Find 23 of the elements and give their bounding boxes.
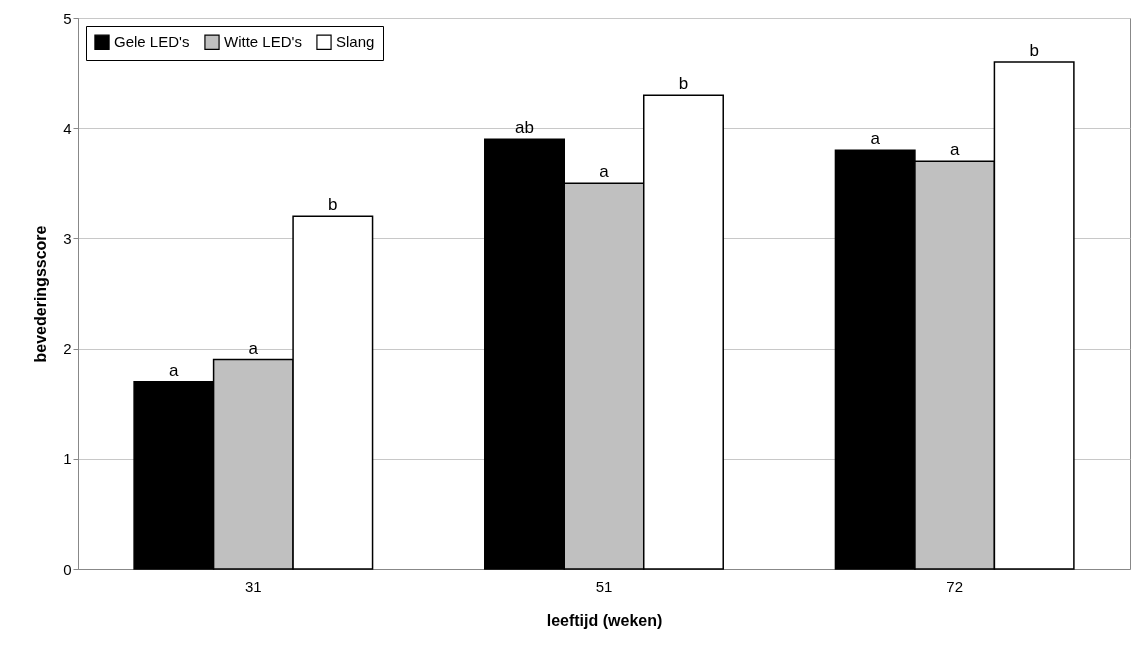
x-tick-label: 31 (244, 577, 262, 595)
data-label: a (949, 140, 960, 160)
y-tick-label: 5 (63, 9, 72, 27)
legend-label: Slang (336, 33, 375, 51)
data-label: a (169, 360, 180, 380)
legend-label: Gele LED's (114, 33, 190, 51)
data-label: b (328, 195, 338, 215)
data-label: ab (515, 118, 534, 138)
data-label: a (599, 162, 610, 182)
y-axis-title: bevederingsscore (32, 225, 50, 363)
x-tick-label: 51 (595, 577, 613, 595)
y-tick-label: 4 (63, 119, 72, 137)
data-label: a (248, 338, 259, 358)
data-label: a (870, 129, 881, 149)
legend-label: Witte LED's (224, 33, 302, 51)
x-tick-label: 72 (946, 577, 964, 595)
data-label: b (678, 74, 689, 94)
y-tick-label: 3 (63, 229, 72, 247)
y-tick-label: 1 (63, 450, 72, 468)
y-tick-label: 0 (63, 560, 72, 578)
x-axis-title: leeftijd (weken) (546, 611, 663, 629)
y-tick-label: 2 (63, 340, 72, 358)
data-label: b (1029, 41, 1039, 61)
